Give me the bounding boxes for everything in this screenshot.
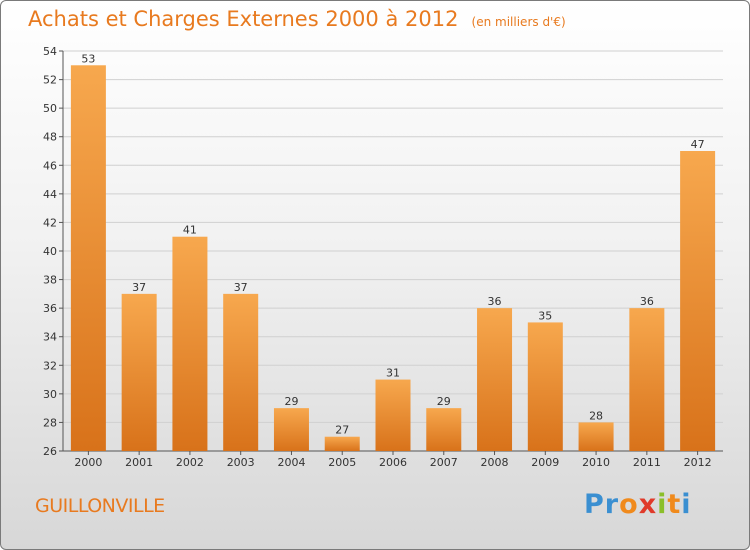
commune-name: GUILLONVILLE [35, 495, 165, 517]
x-tick-label: 2003 [227, 456, 255, 469]
x-tick-label: 2001 [125, 456, 153, 469]
bar-value-label: 29 [284, 395, 298, 408]
y-tick-label: 46 [43, 159, 57, 172]
y-tick-label: 30 [43, 388, 57, 401]
x-tick-label: 2006 [379, 456, 407, 469]
bar-value-label: 47 [691, 138, 705, 151]
y-tick-label: 36 [43, 302, 57, 315]
bar [70, 65, 106, 452]
x-tick-label: 2009 [531, 456, 559, 469]
bar-value-label: 53 [81, 52, 95, 65]
bar-value-label: 27 [335, 424, 349, 437]
y-tick-label: 50 [43, 102, 57, 115]
value-labels: 53 37 41 37 29 27 31 29 36 35 28 36 47 [81, 52, 704, 436]
chart-title: Achats et Charges Externes 2000 à 2012 (… [28, 7, 566, 31]
x-tick-label: 2004 [277, 456, 305, 469]
bar-value-label: 37 [234, 281, 248, 294]
bar [680, 151, 716, 451]
bar [273, 408, 309, 451]
x-tick-label: 2000 [74, 456, 102, 469]
x-tick-label: 2007 [430, 456, 458, 469]
x-tick-label: 2002 [176, 456, 204, 469]
logo-letter: i [657, 489, 668, 520]
y-tick-labels: 26 28 30 32 34 36 38 40 42 44 46 48 50 52 54 [43, 45, 57, 458]
x-tick-labels: 2000 2001 2002 2003 2004 2005 2006 2007 2008 2009… [74, 456, 711, 469]
bar-value-label: 37 [132, 281, 146, 294]
logo-letter: r [604, 489, 620, 520]
bar-value-label: 41 [183, 224, 197, 237]
proxiti-logo: Proxiti [584, 489, 692, 520]
logo-letter: x [638, 489, 658, 520]
y-tick-label: 28 [43, 416, 57, 429]
y-tick-label: 48 [43, 131, 57, 144]
bar-value-label: 36 [640, 295, 654, 308]
bar [375, 379, 411, 451]
y-tick-label: 54 [43, 45, 57, 58]
x-tick-label: 2011 [633, 456, 661, 469]
x-tick-label: 2012 [684, 456, 712, 469]
logo-letter: t [667, 489, 682, 520]
bar [121, 293, 157, 451]
logo-letter: o [619, 489, 639, 520]
bar [223, 293, 259, 451]
y-tick-label: 52 [43, 74, 57, 87]
x-tick-label: 2010 [582, 456, 610, 469]
bar [324, 436, 360, 451]
chart-title-text: Achats et Charges Externes 2000 à 2012 [28, 7, 459, 31]
bar [172, 236, 208, 451]
bar-value-label: 31 [386, 367, 400, 380]
bar [629, 308, 665, 451]
bars [70, 65, 716, 452]
y-tick-label: 34 [43, 331, 57, 344]
bar [426, 408, 462, 451]
x-tick-label: 2005 [328, 456, 356, 469]
y-tick-label: 44 [43, 188, 57, 201]
bar [527, 322, 563, 451]
y-tick-label: 26 [43, 445, 57, 458]
chart-unit: (en milliers d'€) [471, 15, 566, 29]
bar-value-label: 29 [437, 395, 451, 408]
y-tick-label: 40 [43, 245, 57, 258]
y-tick-label: 32 [43, 359, 57, 372]
bar-value-label: 35 [538, 309, 552, 322]
bar-value-label: 36 [488, 295, 502, 308]
y-tick-label: 42 [43, 216, 57, 229]
x-tick-label: 2008 [481, 456, 509, 469]
logo-letter: i [681, 489, 692, 520]
y-tick-label: 38 [43, 274, 57, 287]
bar [578, 422, 614, 451]
bar [477, 308, 513, 451]
bar-value-label: 28 [589, 409, 603, 422]
logo-letter: P [584, 489, 605, 520]
